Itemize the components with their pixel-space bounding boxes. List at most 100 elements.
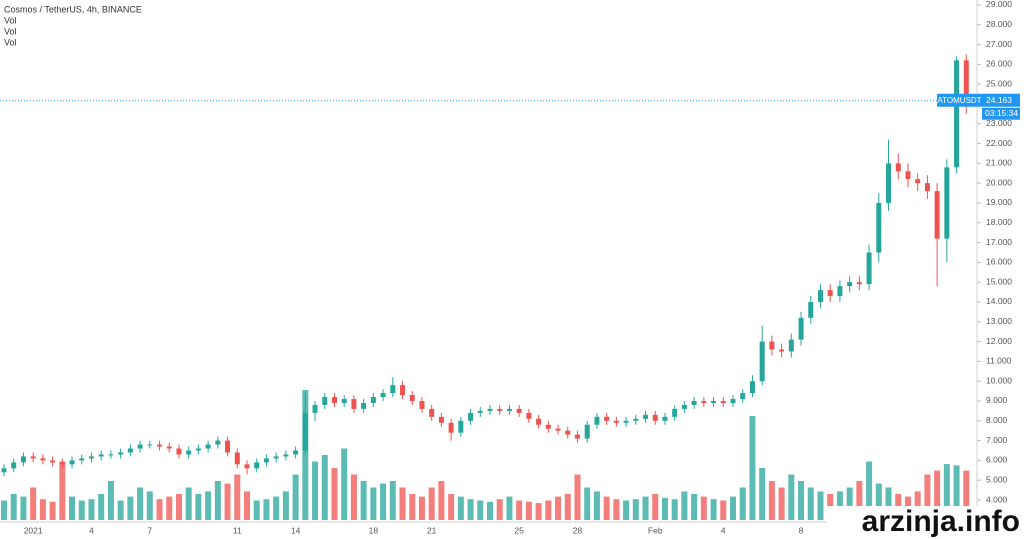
- candle-body: [526, 412, 532, 419]
- candle-body: [127, 448, 133, 453]
- volume-bar: [487, 501, 493, 520]
- volume-bar: [623, 500, 630, 520]
- candle-body: [419, 400, 425, 409]
- watermark: arzinja.info: [862, 505, 1020, 538]
- candle-body: [584, 424, 590, 439]
- volume-bar: [661, 497, 668, 520]
- volume-bar: [700, 496, 707, 520]
- volume-bar: [768, 481, 775, 520]
- x-tick-label: 4: [721, 525, 726, 535]
- candle-body: [808, 301, 814, 318]
- volume-bar: [943, 464, 950, 520]
- candle-body: [50, 460, 56, 463]
- volume-bar: [778, 487, 785, 520]
- x-tick-label: 21: [427, 525, 437, 535]
- volume-bar: [127, 496, 134, 520]
- y-tick-label: 6.000: [986, 455, 1008, 465]
- candle-body: [506, 408, 512, 411]
- candle-body: [643, 414, 649, 419]
- candle-body: [312, 404, 318, 413]
- chart-title: Cosmos / TetherUS, 4h, BINANCE: [4, 4, 142, 14]
- candle-body: [477, 410, 483, 413]
- volume-bar: [195, 494, 202, 520]
- candle-body: [604, 416, 610, 421]
- candle-body: [759, 341, 765, 382]
- volume-bar: [739, 487, 746, 520]
- y-tick-label: 25.000: [986, 78, 1012, 88]
- y-tick-label: 10.000: [986, 375, 1012, 385]
- y-tick-label: 18.000: [986, 217, 1012, 227]
- candle-body: [740, 393, 746, 400]
- volume-bar: [78, 500, 85, 520]
- candle-body: [691, 400, 697, 405]
- price-tag: [982, 93, 1020, 107]
- volume-bar: [49, 501, 56, 520]
- y-tick-label: 8.000: [986, 415, 1008, 425]
- candle-body: [847, 282, 853, 287]
- candle-body: [30, 456, 36, 459]
- volume-bar: [885, 487, 892, 520]
- volume-bar: [671, 499, 678, 520]
- volume-bar: [720, 500, 727, 520]
- candle-body: [225, 440, 231, 453]
- candle-body: [779, 349, 785, 352]
- candle-body: [545, 424, 551, 429]
- price-label: 24.163: [986, 95, 1012, 105]
- volume-bar: [817, 491, 824, 520]
- volume-bar: [30, 487, 37, 520]
- y-tick-label: 21.000: [986, 158, 1012, 168]
- y-tick-label: 23.000: [986, 118, 1012, 128]
- candle-body: [176, 448, 182, 455]
- candle-body: [905, 171, 911, 180]
- volume-bar: [545, 500, 552, 520]
- y-tick-label: 11.000: [986, 356, 1012, 366]
- x-tick-label: Feb: [648, 525, 663, 535]
- candle-body: [157, 444, 163, 447]
- volume-bar: [98, 494, 105, 520]
- volume-bar: [953, 465, 960, 520]
- y-tick-label: 15.000: [986, 276, 1012, 286]
- candle-body: [652, 414, 658, 421]
- y-tick-label: 22.000: [986, 138, 1012, 148]
- volume-bar: [1, 500, 7, 520]
- volume-bar: [389, 481, 396, 520]
- candle-body: [88, 456, 94, 459]
- candle-body: [574, 434, 580, 439]
- x-tick-label: 18: [369, 525, 379, 535]
- volume-bar: [205, 491, 212, 520]
- candle-body: [944, 167, 950, 239]
- candle-body: [11, 462, 17, 469]
- candle-body: [565, 430, 571, 435]
- candle-body: [215, 440, 221, 445]
- candle-body: [380, 393, 386, 398]
- volume-bar: [273, 496, 280, 520]
- candle-body: [254, 462, 260, 469]
- y-tick-label: 20.000: [986, 177, 1012, 187]
- candle-body: [331, 397, 337, 403]
- volume-bar: [613, 499, 620, 520]
- volume-bar: [467, 499, 474, 520]
- candle-body: [730, 399, 736, 403]
- volume-bar: [418, 496, 425, 520]
- volume-bar: [807, 487, 814, 520]
- candle-body: [283, 454, 289, 457]
- volume-bar: [370, 487, 377, 520]
- volume-bar: [448, 494, 455, 520]
- x-tick-label: 7: [147, 525, 152, 535]
- volume-bar: [914, 491, 921, 520]
- candle-body: [186, 450, 192, 455]
- volume-bar: [496, 499, 503, 520]
- candle-body: [293, 450, 299, 455]
- x-tick-label: 25: [514, 525, 524, 535]
- volume-bar: [963, 470, 970, 520]
- volume-bar: [730, 496, 736, 520]
- volume-bar: [175, 494, 182, 520]
- volume-bar: [788, 474, 795, 520]
- volume-bar: [555, 496, 562, 520]
- candle-body: [205, 444, 211, 449]
- y-tick-label: 28.000: [986, 19, 1012, 29]
- volume-bar: [253, 500, 260, 520]
- volume-bar: [59, 461, 66, 520]
- volume-bar: [642, 496, 649, 520]
